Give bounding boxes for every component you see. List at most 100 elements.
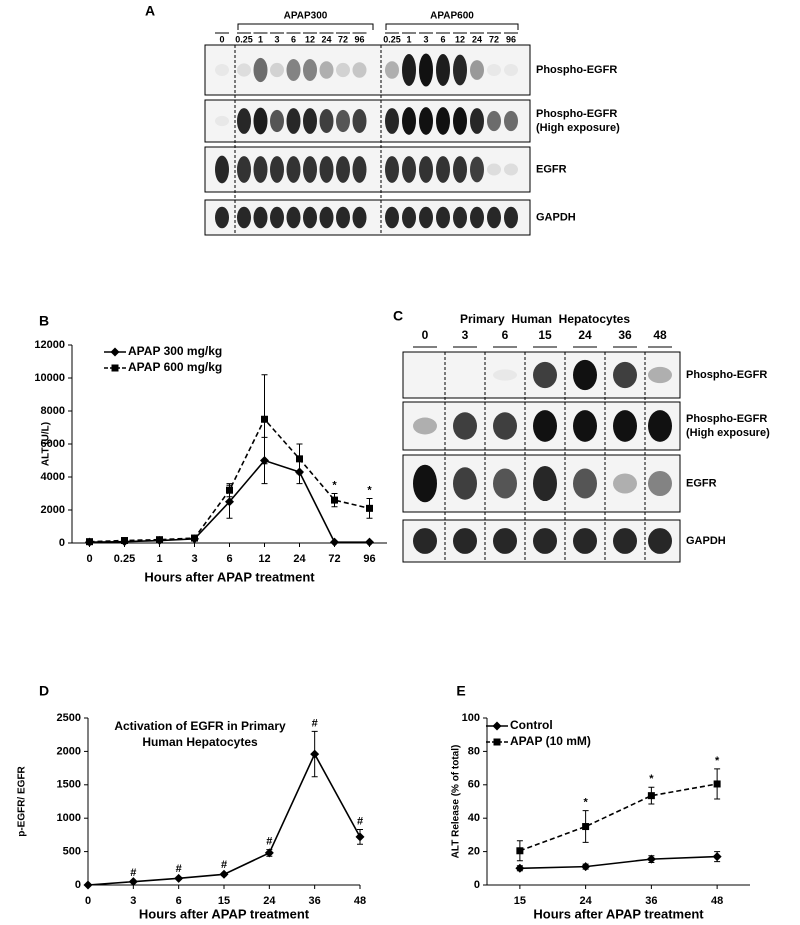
blot-band bbox=[648, 410, 672, 442]
x-tick-label: 72 bbox=[328, 553, 340, 565]
group-label: APAP600 bbox=[430, 11, 474, 22]
blot-band bbox=[573, 468, 597, 499]
y-axis-label: ALT Release (% of total) bbox=[451, 745, 462, 859]
blot-band bbox=[533, 465, 557, 502]
blot-title: Primary Human Hepatocytes bbox=[460, 312, 630, 326]
blot-band bbox=[413, 528, 437, 554]
lane-label: 3 bbox=[423, 34, 428, 44]
lane-label: 0 bbox=[422, 328, 429, 342]
blot-band bbox=[286, 206, 301, 229]
lane-label: 96 bbox=[506, 34, 516, 44]
y-tick-label: 10000 bbox=[34, 372, 65, 384]
y-tick-label: 500 bbox=[63, 846, 81, 858]
data-point bbox=[310, 749, 320, 759]
blot-row-label: (High exposure) bbox=[686, 427, 770, 439]
panel-label: D bbox=[39, 683, 49, 699]
blot-band bbox=[504, 163, 518, 176]
blot-band bbox=[286, 59, 301, 81]
data-point bbox=[331, 496, 338, 504]
annotation: # bbox=[357, 815, 363, 827]
blot-band bbox=[493, 528, 517, 554]
legend-label: APAP 300 mg/kg bbox=[128, 344, 222, 358]
lane-label: 1 bbox=[258, 34, 263, 44]
blot-band bbox=[286, 108, 301, 134]
legend-marker bbox=[111, 364, 119, 372]
blot-row-label: EGFR bbox=[536, 163, 567, 175]
blot-band bbox=[402, 107, 416, 135]
blot-band bbox=[385, 206, 399, 229]
legend-marker bbox=[492, 721, 502, 731]
blot-band bbox=[487, 63, 501, 77]
data-point bbox=[296, 455, 303, 463]
blot-band bbox=[319, 206, 334, 229]
data-point bbox=[156, 536, 163, 544]
blot-band bbox=[436, 156, 450, 183]
data-point bbox=[581, 862, 591, 872]
lane-label: 72 bbox=[489, 34, 499, 44]
blot-row-label: Phospho-EGFR bbox=[536, 108, 617, 120]
x-tick-label: 96 bbox=[363, 553, 375, 565]
y-tick-label: 40 bbox=[468, 812, 480, 824]
legend-label: Control bbox=[510, 718, 553, 732]
data-point bbox=[582, 823, 590, 831]
x-tick-label: 36 bbox=[645, 895, 657, 907]
blot-band bbox=[470, 156, 484, 183]
x-tick-label: 24 bbox=[580, 895, 593, 907]
blot-band bbox=[237, 206, 251, 229]
data-point bbox=[713, 780, 721, 788]
blot-band bbox=[336, 62, 350, 78]
blot-band bbox=[270, 109, 284, 133]
legend-label: APAP 600 mg/kg bbox=[128, 360, 222, 374]
lane-label: 6 bbox=[440, 34, 445, 44]
y-axis-label: ALT (U/L) bbox=[41, 422, 52, 466]
annotation: * bbox=[649, 773, 654, 785]
lane-label: 0.25 bbox=[383, 34, 401, 44]
lane-label: 36 bbox=[618, 328, 632, 342]
blot-band bbox=[470, 206, 484, 229]
blot-row-label: GAPDH bbox=[686, 535, 726, 547]
blot-band bbox=[533, 528, 557, 554]
blot-band bbox=[613, 410, 637, 442]
blot-band bbox=[453, 107, 467, 135]
x-tick-label: 24 bbox=[263, 895, 276, 907]
annotation: # bbox=[221, 859, 227, 871]
blot-band bbox=[419, 206, 433, 229]
blot-row-label: Phospho-EGFR bbox=[536, 64, 617, 76]
data-point bbox=[330, 537, 339, 547]
blot-band bbox=[436, 107, 450, 135]
x-tick-label: 6 bbox=[226, 553, 232, 565]
y-tick-label: 8000 bbox=[41, 405, 65, 417]
lane-label: 12 bbox=[455, 34, 465, 44]
blot-band bbox=[613, 473, 637, 494]
x-tick-label: 15 bbox=[514, 895, 526, 907]
y-tick-label: 4000 bbox=[41, 471, 65, 483]
lane-label: 3 bbox=[274, 34, 279, 44]
legend-label: APAP (10 mM) bbox=[510, 734, 591, 748]
blot-band bbox=[419, 53, 433, 87]
series-line bbox=[89, 417, 370, 543]
lane-label: 24 bbox=[472, 34, 482, 44]
x-tick-label: 36 bbox=[309, 895, 321, 907]
blot-band bbox=[352, 62, 367, 78]
lane-label: 96 bbox=[354, 34, 364, 44]
data-point bbox=[128, 877, 138, 887]
x-tick-label: 24 bbox=[293, 553, 306, 565]
data-point bbox=[516, 847, 524, 855]
blot-band bbox=[286, 156, 301, 183]
blot-band bbox=[253, 107, 268, 135]
group-label: APAP300 bbox=[284, 11, 328, 22]
y-tick-label: 0 bbox=[474, 879, 480, 891]
y-tick-label: 0 bbox=[75, 879, 81, 891]
blot-band bbox=[493, 369, 517, 381]
lane-label: 6 bbox=[291, 34, 296, 44]
blot-band bbox=[504, 63, 518, 77]
blot-band bbox=[413, 464, 437, 503]
x-axis-label: Hours after APAP treatment bbox=[139, 906, 310, 921]
panel-label: A bbox=[145, 3, 155, 19]
blot-band bbox=[453, 156, 467, 183]
blot-band bbox=[487, 206, 501, 229]
blot-band bbox=[336, 206, 350, 229]
blot-band bbox=[237, 108, 251, 134]
blot-band bbox=[487, 163, 501, 176]
chart-title: Human Hepatocytes bbox=[142, 735, 258, 749]
